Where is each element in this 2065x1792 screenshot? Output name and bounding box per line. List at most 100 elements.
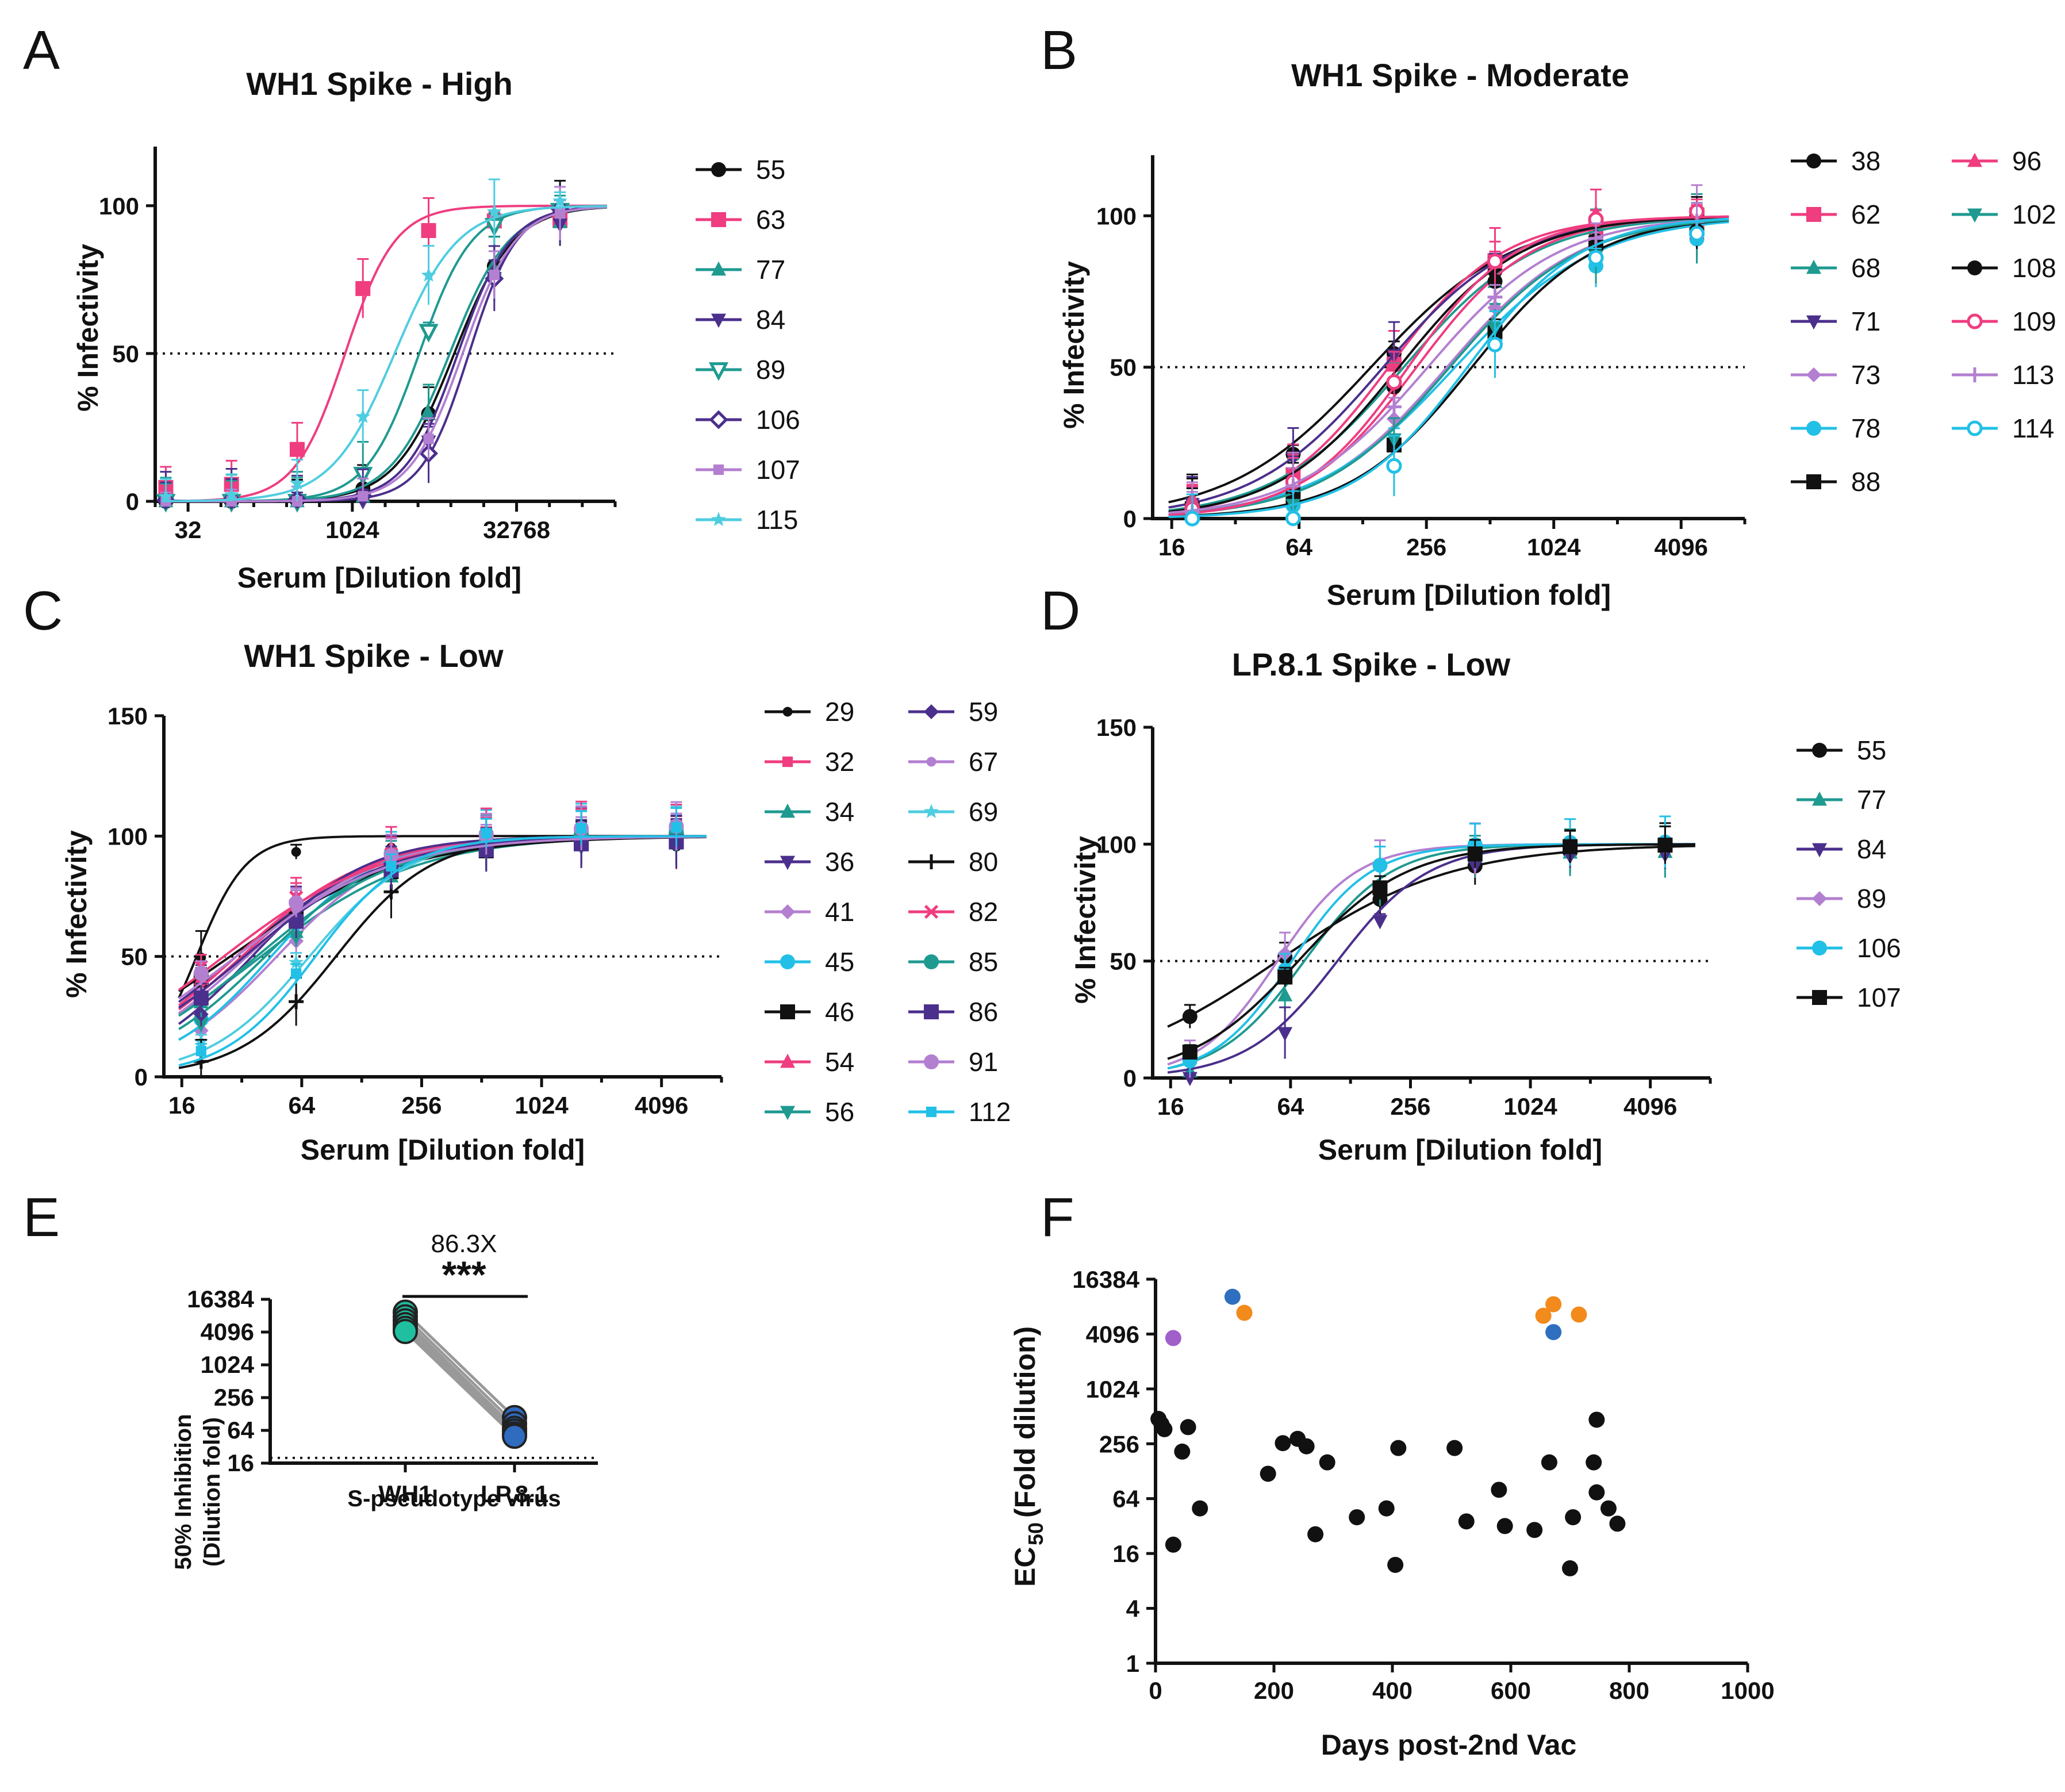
legend-marker (1806, 367, 1821, 382)
legend-marker (924, 704, 939, 719)
legend-marker (780, 855, 795, 870)
legend-label: 69 (969, 797, 998, 827)
data-point-black (1588, 1411, 1605, 1428)
legend-marker (711, 512, 726, 526)
legend-item: 106 (1797, 933, 1901, 963)
x-tick-label: LP.8.1 (481, 1480, 548, 1507)
series-46 (178, 815, 707, 992)
legend-item: 113 (1952, 360, 2054, 390)
data-point (555, 208, 566, 219)
legend-label: 106 (1857, 933, 1901, 963)
data-point-black (1586, 1454, 1602, 1471)
curve-85 (178, 835, 707, 1017)
x-tick-label: 64 (288, 1092, 315, 1119)
data-point (1372, 857, 1388, 873)
data-point (1372, 915, 1388, 930)
legend-label: 34 (825, 797, 854, 827)
y-tick-label: 100 (1096, 202, 1137, 229)
legend-label: 45 (825, 947, 854, 977)
pair-line (404, 1327, 516, 1436)
x-tick-label: 32768 (483, 516, 550, 543)
data-point-black (1192, 1500, 1208, 1517)
legend-marker (1967, 313, 1983, 329)
panel-letter-b: B (1041, 20, 1077, 81)
data-point-black (1260, 1465, 1276, 1482)
data-point-black (1565, 1509, 1582, 1526)
data-point (1277, 969, 1293, 985)
curve-55 (1167, 845, 1695, 1028)
panel-a: WH1 Spike - High Serum [Dilution fold] %… (72, 66, 800, 594)
series-113 (1168, 202, 1729, 520)
data-point-black (1600, 1500, 1617, 1517)
chart-e-xlabel: S-pseudotype virus (347, 1486, 561, 1511)
data-point-black (1491, 1482, 1507, 1498)
pair-1 (404, 1315, 516, 1425)
data-point (1277, 1027, 1293, 1042)
legend-label: 89 (1857, 884, 1886, 914)
chart-c-xlabel: Serum [Dilution fold] (301, 1134, 585, 1166)
chart-a-title: WH1 Spike - High (246, 66, 513, 102)
legend-item: 89 (696, 355, 785, 385)
data-point-orange (1236, 1304, 1253, 1321)
legend-marker (924, 854, 939, 869)
data-point (1386, 399, 1402, 415)
legend-item: 56 (765, 1097, 854, 1127)
data-point (193, 991, 209, 1006)
data-point (1372, 880, 1388, 896)
panel-d: LP.8.1 Spike - Low Serum [Dilution fold]… (1069, 646, 1901, 1166)
chart-b-xlabel: Serum [Dilution fold] (1327, 579, 1611, 611)
legend-marker (1812, 891, 1827, 906)
pair-3 (404, 1323, 516, 1433)
y-tick-label: 256 (1099, 1430, 1139, 1457)
data-point-orange (1545, 1296, 1562, 1313)
data-point-black (1349, 1509, 1365, 1526)
curve-86 (178, 835, 707, 1009)
series-107 (1167, 825, 1695, 1060)
data-point-black (1609, 1515, 1626, 1532)
data-point-orange (1535, 1307, 1552, 1324)
y-tick-label: 50 (112, 340, 139, 367)
panel-letter-e: E (23, 1187, 60, 1248)
pair-5 (404, 1330, 516, 1437)
data-point (193, 965, 209, 981)
curve-54 (178, 835, 707, 1007)
legend-label: 88 (1851, 467, 1880, 497)
legend-label: 63 (756, 205, 785, 235)
chart-d-ylabel: % Infectivity (1069, 836, 1101, 1004)
y-tick-label: 50 (121, 943, 148, 970)
data-point-black (1541, 1454, 1557, 1471)
data-point (1285, 511, 1301, 527)
chart-f-ylabel-ec: EC (1009, 1547, 1041, 1587)
data-point (291, 847, 301, 857)
curve-107 (163, 206, 607, 502)
legend-label: 82 (969, 897, 998, 927)
legend-marker (780, 1004, 795, 1019)
legend-label: 106 (756, 405, 800, 435)
data-point-black (1526, 1522, 1543, 1538)
data-point (1689, 225, 1705, 241)
panel-letter-d: D (1041, 580, 1080, 642)
pair-line (404, 1315, 516, 1425)
curve-88 (1168, 219, 1729, 518)
legend-marker (1967, 208, 1982, 223)
panel-letter-f: F (1041, 1187, 1074, 1248)
legend-label: 84 (756, 305, 785, 335)
legend-item: 78 (1791, 413, 1880, 443)
legend-marker (924, 804, 939, 818)
legend-item: 108 (1952, 253, 2056, 283)
legend-label: 56 (825, 1097, 854, 1127)
legend-item: 77 (1797, 785, 1886, 815)
chart-a-xlabel: Serum [Dilution fold] (237, 562, 521, 594)
legend-label: 71 (1851, 306, 1880, 336)
legend-item: 54 (765, 1047, 854, 1077)
data-point-black (1387, 1556, 1404, 1573)
x-tick-label: 0 (1149, 1677, 1162, 1704)
x-tick-label: 4096 (1623, 1093, 1677, 1120)
legend-item: 68 (1791, 253, 1880, 283)
series-55 (1167, 822, 1695, 1029)
series-63 (158, 197, 607, 502)
data-point (355, 409, 371, 423)
x-tick-label: 1024 (1503, 1093, 1557, 1120)
legend-marker (924, 954, 939, 969)
